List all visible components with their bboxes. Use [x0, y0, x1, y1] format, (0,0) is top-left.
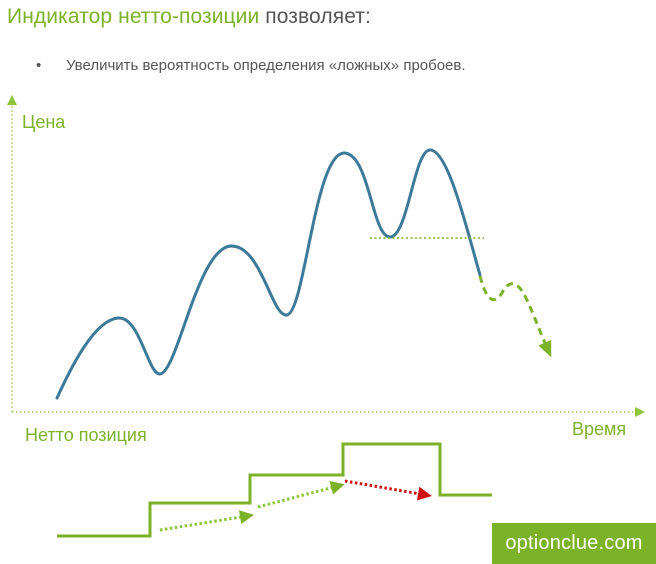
breakout-dashed-path: [478, 275, 552, 358]
net-position-step-line: [57, 442, 492, 538]
brand-badge: optionclue.com: [492, 523, 656, 564]
bullet-dot: •: [36, 57, 42, 74]
price-line: [55, 148, 482, 400]
title-rest: позволяет:: [265, 5, 371, 28]
bullet-text: Увеличить вероятность определения «ложны…: [66, 57, 466, 74]
time-axis-label: Время: [572, 419, 627, 439]
price-axis-label: Цена: [22, 112, 66, 132]
net-increase-arrow-2: [257, 481, 345, 509]
bullet-item: • Увеличить вероятность определения «ложн…: [36, 57, 466, 74]
title-highlight: Индикатор нетто-позиции: [7, 5, 260, 28]
net-increase-arrow-1: [159, 510, 254, 532]
slide-title: Индикатор нетто-позиции позволяет:: [7, 5, 371, 29]
net-decrease-arrow: [344, 479, 432, 501]
net-position-label: Нетто позиция: [25, 425, 147, 445]
